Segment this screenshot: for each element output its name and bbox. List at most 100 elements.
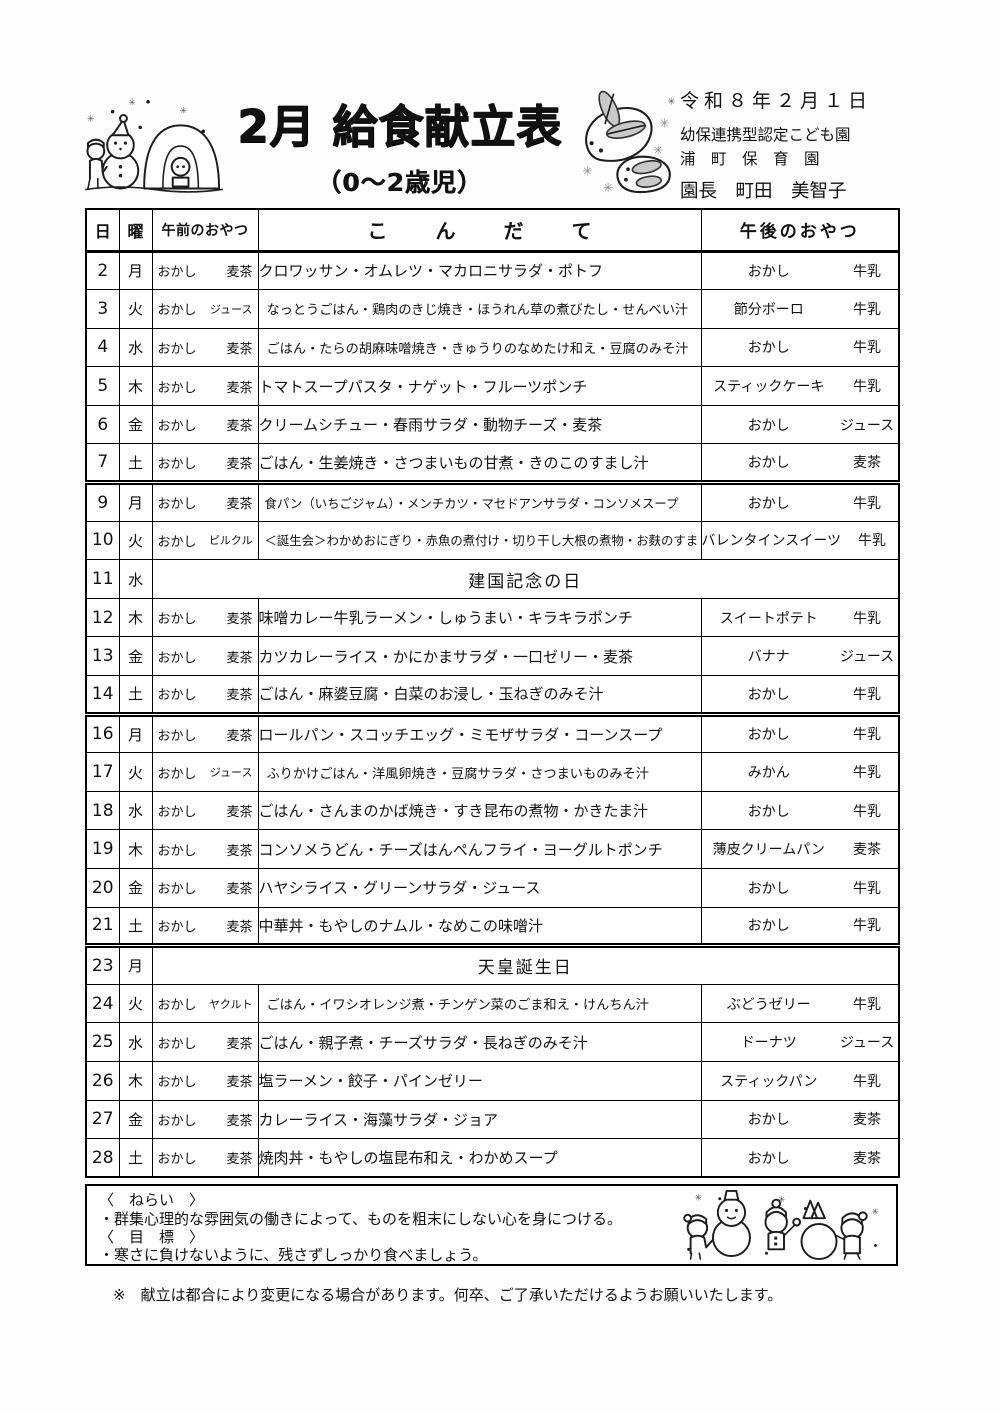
day-cell: 19	[85, 829, 120, 869]
pm-snack-cell: スティックパン 牛乳	[700, 1060, 900, 1101]
am-snack-cell: おかし 麦茶	[151, 443, 259, 486]
table-row: 4 水おかし 麦茶 ごはん・たらの胡麻味噌焼き・きゅうりのなめたけ和え・豆腐のみそ汁お…	[85, 327, 900, 368]
am-snack-item: おかし	[157, 688, 197, 704]
table-row: 13 金おかし 麦茶 カツカレーライス・かにかまサラダ・一口ゼリー・麦茶 バナナ ジュース	[85, 636, 900, 677]
table-row: 16 月おかし 麦茶 ロールパン・スコッチエッグ・ミモザサラダ・コーンスープ おかし 牛乳	[85, 713, 900, 754]
pm-snack-cell: 薄皮クリームパン 麦茶	[700, 829, 900, 869]
table-row: 25 水おかし 麦茶 ごはん・親子煮・チーズサラダ・長ねぎのみそ汁 ドーナツ ジュース	[85, 1022, 900, 1062]
menu-cell: 焼肉丼・もやしの塩昆布和え・わかめスープ	[257, 1138, 702, 1178]
pm-snack-cell: ドーナツ ジュース	[700, 1022, 900, 1062]
am-snack-item: おかし	[157, 1113, 197, 1129]
table-row: 19 木おかし 麦茶 コンソメうどん・チーズはんぺんフライ・ヨーグルトポンチ 薄皮クリー…	[85, 829, 900, 869]
menu-cell: ごはん・たらの胡麻味噌焼き・きゅうりのなめたけ和え・豆腐のみそ汁	[257, 327, 702, 368]
pm-snack-drink: 牛乳	[853, 495, 881, 512]
am-snack-drink: 麦茶	[226, 919, 253, 935]
menu-cell: コンソメうどん・チーズはんぺんフライ・ヨーグルトポンチ	[257, 829, 702, 869]
weekday-cell: 金	[118, 404, 153, 445]
am-snack-item: おかし	[157, 998, 197, 1014]
table-row: 10 火おかし ピルクル ＜誕生会＞わかめおにぎり・赤魚の煮付け・切り干し大根の煮物・…	[85, 520, 900, 561]
am-snack-drink: 麦茶	[226, 1075, 253, 1091]
am-snack-drink: 麦茶	[226, 843, 253, 859]
pm-snack-drink: 牛乳	[853, 803, 881, 820]
pm-snack-drink: 牛乳	[853, 996, 881, 1013]
pm-snack-cell: おかし 麦茶	[700, 1138, 900, 1178]
am-snack-drink: 麦茶	[226, 805, 253, 821]
page-subtitle: （0～2歳児）	[316, 168, 483, 197]
am-snack-item: おかし	[157, 265, 197, 281]
pm-snack-drink: 牛乳	[853, 918, 881, 935]
pm-snack-drink: 牛乳	[853, 880, 881, 897]
weekday-cell: 金	[118, 636, 153, 677]
menu-cell: ハヤシライス・グリーンサラダ・ジュース	[257, 868, 702, 908]
weekday-cell: 火	[118, 520, 153, 561]
holiday-cell: 天皇誕生日	[151, 945, 900, 985]
am-snack-item: おかし	[157, 882, 197, 898]
issue-date: 令和８年２月１日	[680, 90, 873, 112]
weekday-cell: 金	[118, 1099, 153, 1140]
am-snack-cell: おかし 麦茶	[151, 636, 259, 677]
pm-snack-drink: 麦茶	[853, 1150, 881, 1167]
table-row: 9 月おかし 麦茶 食パン（いちごジャム）・メンチカツ・マセドアンサラダ・コンソメスー…	[85, 482, 900, 522]
am-snack-item: おかし	[157, 497, 197, 513]
day-cell: 6	[85, 404, 120, 445]
am-snack-cell: おかし 麦茶	[151, 829, 259, 869]
am-snack-drink: 麦茶	[226, 341, 253, 357]
pm-snack-cell: ぶどうゼリー 牛乳	[700, 983, 900, 1024]
am-snack-drink: 麦茶	[226, 456, 253, 472]
menu-cell: 塩ラーメン・餃子・パインゼリー	[257, 1060, 702, 1101]
weekday-cell: 金	[118, 868, 153, 908]
pm-snack-item: おかし	[747, 880, 790, 897]
director-name: 園長 町田 美智子	[680, 181, 847, 202]
pm-snack-drink: ジュース	[839, 417, 895, 434]
svg-text:✳: ✳	[603, 180, 613, 195]
am-snack-cell: おかし ヤクルト	[151, 983, 259, 1024]
weekday-cell: 火	[118, 983, 153, 1024]
menu-cell: 中華丼・もやしのナムル・なめこの味噌汁	[257, 906, 702, 949]
issuer-info: 令和８年２月１日 幼保連携型認定こども園 浦 町 保 育 園 園長 町田 美智子	[680, 84, 898, 203]
svg-text:✳: ✳	[87, 114, 94, 124]
weekday-cell: 木	[118, 597, 153, 638]
am-snack-item: おかし	[157, 1152, 197, 1168]
pm-snack-drink: ジュース	[839, 649, 895, 666]
pm-snack-cell: おかし 牛乳	[700, 327, 900, 368]
day-cell: 17	[85, 752, 120, 792]
am-snack-item: おかし	[157, 766, 197, 782]
pm-snack-item: おかし	[747, 918, 790, 935]
am-snack-drink: ピルクル	[208, 534, 253, 548]
pm-snack-item: おかし	[747, 340, 790, 357]
day-cell: 20	[85, 868, 120, 908]
day-cell: 4	[85, 327, 120, 368]
pm-snack-drink: 牛乳	[853, 765, 881, 782]
weekday-cell: 木	[118, 829, 153, 869]
disclaimer-note: ※ 献立は都合により変更になる場合があります。何卒、ご了承いただけるようお願いい…	[113, 1286, 783, 1305]
pm-snack-item: おかし	[747, 1112, 790, 1129]
day-cell: 2	[85, 250, 120, 291]
pm-snack-cell: バレンタインスイーツ 牛乳	[700, 520, 900, 561]
pm-snack-cell: おかし 牛乳	[700, 906, 900, 949]
page-title: 2月 給食献立表	[237, 100, 562, 153]
am-snack-item: おかし	[157, 650, 197, 666]
snow-hut-snowman-illustration: ✳ ✳ ✳	[85, 99, 223, 193]
menu-cell: ごはん・イワシオレンジ煮・チンゲン菜のごま和え・けんちん汁	[257, 983, 702, 1024]
table-row: 3 火おかし ジュース なっとうごはん・鶏肉のきじ焼き・ほうれん草の煮びたし・せんべい…	[85, 289, 900, 329]
aim-text: ・群集心理的な雰囲気の働きによって、ものを粗末にしない心を身につける。	[99, 1209, 623, 1228]
pm-snack-item: スティックケーキ	[713, 379, 825, 396]
am-snack-drink: 麦茶	[226, 419, 253, 435]
am-snack-drink: ヤクルト	[208, 997, 253, 1011]
organization-name: 浦 町 保 育 園	[680, 150, 820, 168]
am-snack-item: おかし	[157, 303, 197, 319]
am-snack-cell: おかし 麦茶	[151, 597, 259, 638]
am-snack-cell: おかし 麦茶	[151, 366, 259, 406]
svg-text:✳: ✳	[659, 116, 669, 131]
table-row: 17 火おかし ジュース ふりかけごはん・洋風卵焼き・豆腐サラダ・さつまいものみそ汁み…	[85, 752, 900, 792]
day-cell: 24	[85, 983, 120, 1024]
am-snack-drink: ジュース	[209, 302, 253, 316]
day-cell: 5	[85, 366, 120, 406]
pm-snack-item: おかし	[747, 495, 790, 512]
am-snack-drink: 麦茶	[226, 650, 253, 666]
pm-snack-drink: 牛乳	[853, 340, 881, 357]
goal-text: ・寒さに負けないように、残さずしっかり食べましょう。	[99, 1246, 488, 1265]
pm-snack-item: ぶどうゼリー	[726, 996, 811, 1013]
am-snack-cell: おかし 麦茶	[151, 1099, 259, 1140]
pm-snack-item: スイートポテト	[719, 610, 818, 627]
